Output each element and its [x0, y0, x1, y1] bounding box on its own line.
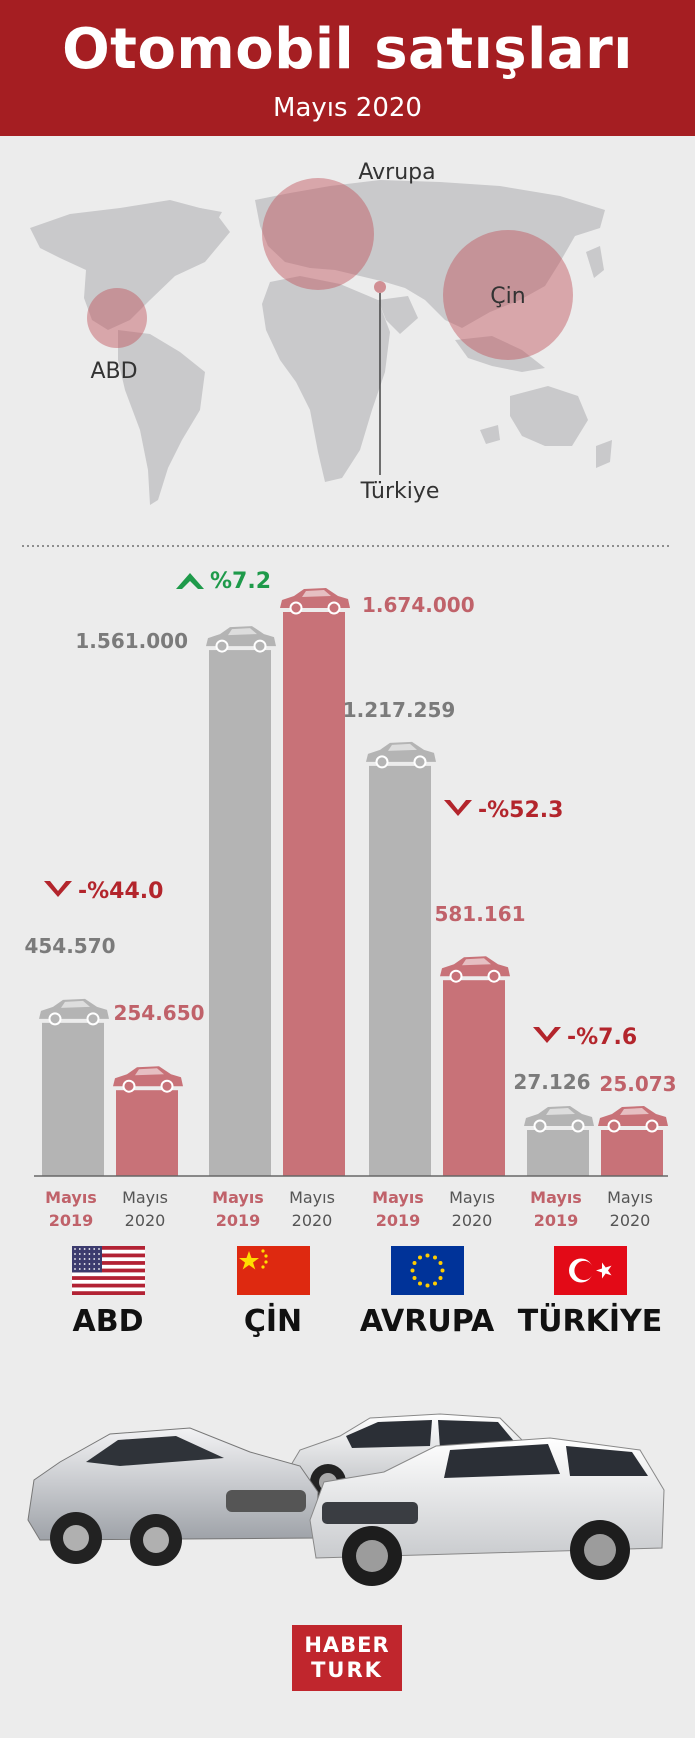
map-label-turkey: Türkiye: [360, 479, 440, 504]
car-icon: [113, 1066, 183, 1093]
value-label: 454.570: [24, 934, 115, 958]
eu-flag: [391, 1246, 464, 1295]
haberturk-logo: HABER TURK: [292, 1625, 402, 1691]
page-title: Otomobil satışları: [62, 17, 633, 82]
x-axis-labels: Mayıs 2019 Mayıs 2020 Mayıs 2019 Mayıs 2020 Mayı…: [45, 1188, 653, 1230]
arrow-down-icon: [44, 881, 72, 897]
cars-illustration: [27, 1413, 665, 1586]
change-label: %7.2: [210, 569, 271, 594]
value-label: 25.073: [599, 1072, 676, 1096]
sedan-car-image: [27, 1427, 319, 1566]
car-icon: [39, 998, 109, 1026]
world-map: [30, 180, 612, 505]
bar-chart: 454.570 254.650 1.561.000 1.674.000 1.217.25…: [24, 569, 677, 1176]
country-flags: ABD ÇİN AVRUPA TÜRKİYE: [0, 1246, 695, 1346]
region-bubbles: [87, 178, 573, 475]
car-icon: [598, 1106, 668, 1133]
header: Otomobil satışları Mayıs 2020: [0, 0, 695, 136]
map-label-china: Çin: [490, 284, 525, 309]
map-label-europe: Avrupa: [358, 160, 435, 185]
value-label: 581.161: [434, 902, 525, 926]
logo-line-1: HABER: [304, 1633, 390, 1657]
arrow-down-icon: [444, 800, 472, 816]
change-label: -%44.0: [78, 879, 163, 904]
car-icon: [206, 626, 276, 653]
bar-türki̇ye-2020: [601, 1130, 663, 1176]
axis-year-label: 2020: [125, 1211, 166, 1230]
axis-year-label: 2019: [376, 1211, 421, 1230]
turkey-flag: [554, 1246, 627, 1295]
value-label: 1.561.000: [75, 629, 188, 653]
china-bubble: [443, 230, 573, 360]
country-name: AVRUPA: [359, 1304, 495, 1339]
car-icon: [366, 741, 436, 769]
turkey-bubble: [374, 281, 386, 293]
value-label: 254.650: [113, 1001, 204, 1025]
axis-month-label: Mayıs: [449, 1188, 495, 1207]
bar-avrupa-2020: [443, 980, 505, 1176]
axis-month-label: Mayıs: [122, 1188, 168, 1207]
arrow-up-icon: [176, 573, 204, 589]
axis-year-label: 2020: [452, 1211, 493, 1230]
chart-area: Avrupa ABD Çin Türkiye 454.570 254.650 1.5…: [22, 160, 677, 1230]
axis-month-label: Mayıs: [212, 1188, 264, 1207]
axis-year-label: 2020: [610, 1211, 651, 1230]
change-label: -%7.6: [567, 1025, 637, 1050]
car-icon: [280, 588, 350, 615]
usa-bubble: [87, 288, 147, 348]
axis-year-label: 2019: [49, 1211, 94, 1230]
arrow-down-icon: [533, 1027, 561, 1043]
bar-çi̇n-2019: [209, 650, 271, 1176]
axis-month-label: Mayıs: [607, 1188, 653, 1207]
axis-year-label: 2019: [216, 1211, 261, 1230]
axis-month-label: Mayıs: [45, 1188, 97, 1207]
logo-line-2: TURK: [311, 1658, 383, 1682]
axis-year-label: 2020: [292, 1211, 333, 1230]
china-flag: [237, 1246, 310, 1295]
map-label-usa: ABD: [90, 359, 137, 384]
axis-month-label: Mayıs: [372, 1188, 424, 1207]
car-icon: [524, 1106, 594, 1133]
bar-abd-2020: [116, 1090, 178, 1176]
bar-avrupa-2019: [369, 765, 431, 1176]
value-label: 27.126: [513, 1070, 590, 1094]
value-label: 1.217.259: [343, 698, 456, 722]
axis-year-label: 2019: [534, 1211, 579, 1230]
usa-flag: [72, 1246, 145, 1295]
country-name: ABD: [72, 1304, 144, 1339]
bar-türki̇ye-2019: [527, 1130, 589, 1176]
car-icon: [440, 956, 510, 983]
europe-bubble: [262, 178, 374, 290]
bar-abd-2019: [42, 1022, 104, 1176]
country-name: TÜRKİYE: [517, 1304, 663, 1339]
country-name: ÇİN: [243, 1304, 303, 1339]
page-subtitle: Mayıs 2020: [273, 93, 422, 123]
change-label: -%52.3: [478, 798, 563, 823]
suv-car-image: [309, 1437, 665, 1586]
axis-month-label: Mayıs: [530, 1188, 582, 1207]
value-label: 1.674.000: [362, 593, 475, 617]
bar-çi̇n-2020: [283, 612, 345, 1176]
axis-month-label: Mayıs: [289, 1188, 335, 1207]
